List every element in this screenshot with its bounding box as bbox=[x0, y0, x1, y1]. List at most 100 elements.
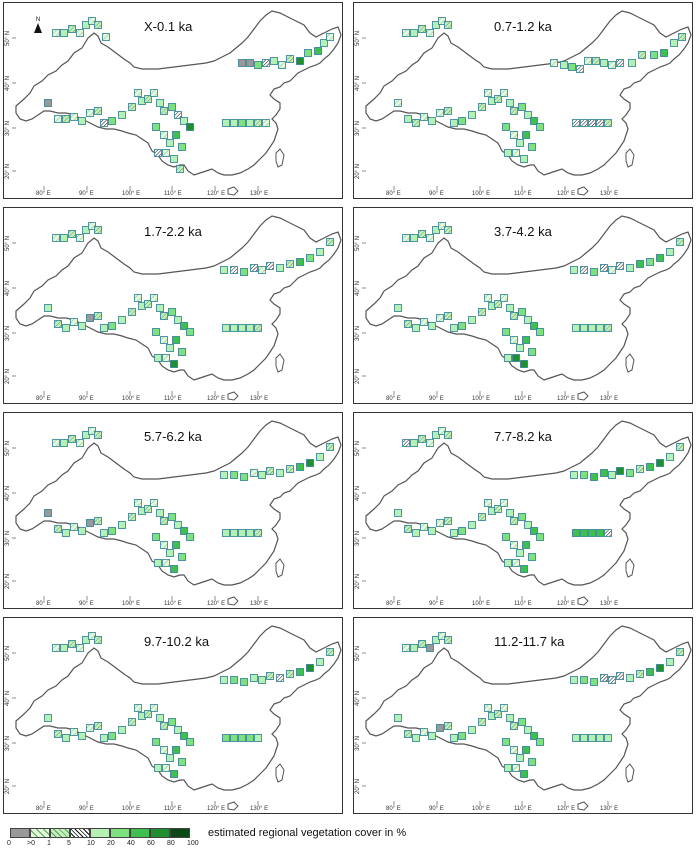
site-cell bbox=[560, 61, 568, 69]
site-cell bbox=[250, 469, 258, 477]
site-cell bbox=[162, 559, 170, 567]
site-cell bbox=[68, 435, 76, 443]
site-cell bbox=[528, 553, 536, 561]
north-arrow-icon: N bbox=[34, 17, 42, 33]
site-cell bbox=[530, 527, 538, 535]
site-cell bbox=[108, 322, 116, 330]
site-cell bbox=[238, 324, 246, 332]
lon-label: 120° E bbox=[557, 601, 576, 607]
site-cell bbox=[304, 49, 312, 57]
lon-label: 80° E bbox=[36, 191, 51, 197]
hainan-outline bbox=[227, 596, 239, 606]
lat-label: 20° N bbox=[5, 163, 11, 179]
site-cell bbox=[86, 314, 94, 322]
site-cell bbox=[510, 312, 518, 320]
china-map bbox=[12, 420, 342, 606]
site-cell bbox=[458, 117, 466, 125]
lon-label: 100° E bbox=[122, 396, 141, 402]
lon-label: 130° E bbox=[250, 396, 269, 402]
site-cell bbox=[604, 324, 612, 332]
site-cell bbox=[524, 111, 532, 119]
site-cell bbox=[666, 248, 674, 256]
site-cell bbox=[584, 57, 592, 65]
site-cell bbox=[154, 559, 162, 567]
hainan-outline bbox=[577, 391, 589, 401]
site-cell bbox=[522, 336, 530, 344]
legend-tick-label: >0 bbox=[27, 840, 35, 847]
site-cell bbox=[88, 222, 96, 230]
legend-tick-label: 100 bbox=[187, 840, 199, 847]
site-cell bbox=[78, 322, 86, 330]
site-cell bbox=[186, 738, 194, 746]
lat-label: 40° N bbox=[355, 75, 361, 91]
lon-label: 80° E bbox=[36, 396, 51, 402]
site-cell bbox=[572, 529, 580, 537]
lon-label: 130° E bbox=[600, 191, 619, 197]
site-cell bbox=[520, 155, 528, 163]
site-cell bbox=[636, 465, 644, 473]
lat-label: 30° N bbox=[5, 530, 11, 546]
site-cell bbox=[222, 119, 230, 127]
site-cell bbox=[70, 113, 78, 121]
lat-label: 30° N bbox=[355, 735, 361, 751]
hainan-outline bbox=[577, 186, 589, 196]
site-cell bbox=[432, 636, 440, 644]
site-cell bbox=[78, 732, 86, 740]
site-cell bbox=[82, 21, 90, 29]
site-cell bbox=[502, 533, 510, 541]
site-cell bbox=[444, 517, 452, 525]
lon-label: 130° E bbox=[600, 806, 619, 812]
site-cell bbox=[646, 463, 654, 471]
lon-label: 120° E bbox=[557, 191, 576, 197]
lon-label: 120° E bbox=[207, 191, 226, 197]
china-outline bbox=[15, 10, 342, 176]
site-cell bbox=[576, 65, 584, 73]
lon-label: 130° E bbox=[250, 191, 269, 197]
site-cell bbox=[60, 234, 68, 242]
site-cell bbox=[180, 527, 188, 535]
site-cell bbox=[626, 674, 634, 682]
legend-swatch bbox=[50, 828, 70, 838]
site-cell bbox=[502, 123, 510, 131]
lat-label: 40° N bbox=[355, 280, 361, 296]
site-cell bbox=[418, 230, 426, 238]
site-cell bbox=[636, 260, 644, 268]
lon-label: 110° E bbox=[164, 191, 182, 197]
china-outline bbox=[15, 420, 342, 586]
site-cell bbox=[320, 39, 328, 47]
site-cell bbox=[94, 226, 102, 234]
site-cell bbox=[174, 726, 182, 734]
site-cell bbox=[88, 632, 96, 640]
lat-label: 20° N bbox=[5, 368, 11, 384]
site-cell bbox=[506, 304, 514, 312]
site-cell bbox=[166, 754, 174, 762]
site-cell bbox=[666, 453, 674, 461]
site-cell bbox=[78, 527, 86, 535]
site-cell bbox=[524, 521, 532, 529]
legend-swatch bbox=[150, 828, 170, 838]
site-cell bbox=[94, 431, 102, 439]
site-cell bbox=[426, 439, 434, 447]
site-cell bbox=[278, 61, 286, 69]
site-cell bbox=[494, 505, 502, 513]
site-cell bbox=[444, 107, 452, 115]
site-cell bbox=[266, 467, 274, 475]
site-cell bbox=[238, 734, 246, 742]
site-cell bbox=[78, 117, 86, 125]
site-cell bbox=[504, 764, 512, 772]
site-cell bbox=[404, 320, 412, 328]
site-cell bbox=[160, 131, 168, 139]
site-cell bbox=[500, 89, 508, 97]
site-cell bbox=[178, 143, 186, 151]
site-cell bbox=[670, 39, 678, 47]
site-cell bbox=[222, 529, 230, 537]
lat-label: 20° N bbox=[355, 573, 361, 589]
site-cell bbox=[70, 523, 78, 531]
site-cell bbox=[580, 734, 588, 742]
china-outline bbox=[15, 215, 342, 381]
site-cell bbox=[656, 254, 664, 262]
site-cell bbox=[394, 509, 402, 517]
site-cell bbox=[52, 29, 60, 37]
site-cell bbox=[580, 324, 588, 332]
